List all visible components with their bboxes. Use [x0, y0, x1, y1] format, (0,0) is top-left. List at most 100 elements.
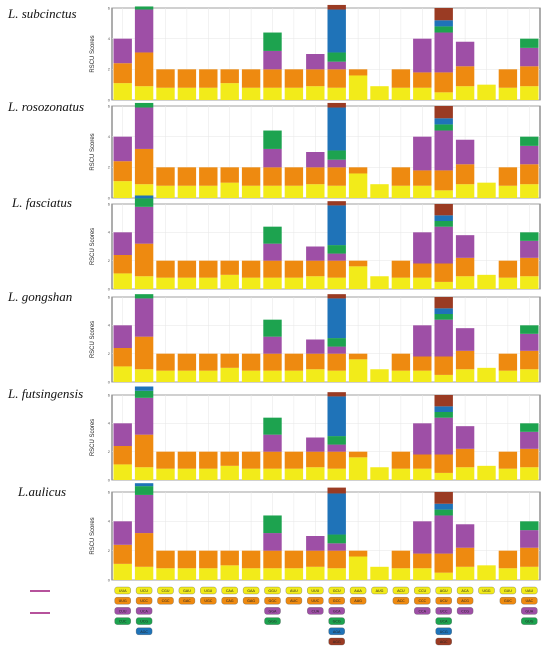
codon-legend-label: ACA [461, 589, 469, 593]
bar-segment [134, 6, 154, 10]
codon-legend-chip [221, 597, 238, 605]
bar-segment [434, 297, 453, 309]
codon-legend-chip [435, 617, 452, 625]
codon-legend-label: CCA [419, 609, 427, 613]
bar-segment [263, 568, 282, 580]
codon-legend-chip [307, 597, 324, 605]
bar-segment [455, 328, 475, 351]
bar-segment [520, 369, 539, 382]
bar-segment [455, 257, 475, 277]
bar-segment [370, 86, 389, 100]
bar-segment [348, 260, 368, 267]
bar-segment [113, 232, 132, 255]
codon-legend-chip [349, 597, 367, 605]
codon-legend-chip [435, 586, 452, 595]
bar-segment [306, 276, 325, 289]
bar-segment [434, 170, 453, 191]
bar-segment [327, 543, 346, 551]
bar-segment [284, 353, 304, 371]
y-tick-label: 0 [108, 379, 111, 384]
bar-segment [434, 72, 453, 93]
bar-segment [327, 444, 346, 452]
bar-segment [134, 397, 154, 435]
bar-segment [113, 273, 132, 289]
codon-legend-chip [456, 607, 474, 615]
bar-segment [134, 566, 154, 580]
bar-segment [177, 550, 197, 569]
bar-segment [327, 102, 346, 108]
y-axis-label: RSCU Scores [90, 35, 96, 72]
codon-legend-chip [414, 607, 431, 615]
bar-segment [263, 550, 282, 569]
codon-legend-label: AUC [290, 599, 298, 603]
codon-legend-chip [521, 607, 538, 615]
codon-legend-chip [456, 586, 474, 595]
bar-segment [263, 277, 282, 289]
codon-legend-label: GAU [183, 589, 191, 593]
bar-segment [156, 167, 175, 186]
bar-segment [327, 159, 346, 168]
codon-legend-label: GUC [504, 599, 512, 603]
bar-segment [199, 550, 218, 569]
bar-segment [520, 325, 539, 334]
bar-segment [241, 167, 261, 186]
bar-segment [156, 69, 175, 88]
codon-legend-chip [521, 597, 538, 605]
bar-segment [220, 274, 239, 289]
codon-legend-label: UCU [140, 589, 148, 593]
y-axis-label: RSCU Scores [90, 321, 96, 358]
codon-legend-label: GGU [268, 589, 277, 593]
panel-0: L. subcinctus 0 2 4 6 RSCU Scores [7, 4, 541, 102]
bar-segment [113, 521, 132, 545]
codon-legend-chip [114, 597, 131, 605]
bar-segment [477, 367, 496, 382]
bar-segment [177, 260, 197, 278]
bar-segment [370, 566, 389, 580]
codon-legend-chip [264, 597, 281, 605]
codon-legend-label: UCA [440, 620, 448, 624]
bar-segment [434, 26, 453, 33]
bar-segment [263, 69, 282, 88]
codon-legend-chip [135, 586, 153, 595]
bar-segment [134, 390, 154, 398]
codon-legend-chip [242, 586, 260, 595]
bar-segment [241, 568, 261, 580]
y-axis-label: RSCU Scores [90, 133, 96, 170]
bar-segment [263, 451, 282, 469]
bar-segment [220, 353, 239, 368]
y-tick-label: 6 [108, 5, 111, 10]
bar-segment [220, 83, 239, 100]
codon-legend-label: GCA [333, 609, 341, 613]
bar-segment [156, 260, 175, 278]
bar-segment [113, 366, 132, 382]
codon-legend-chip [435, 607, 452, 615]
panel-frame [111, 7, 541, 101]
bar-segment [284, 277, 304, 289]
bar-segment [263, 32, 282, 51]
bar-segment [434, 454, 453, 473]
bar-segment [284, 468, 304, 480]
bar-segment [263, 148, 282, 168]
codon-legend-chip [456, 597, 474, 605]
bar-segment [306, 353, 325, 370]
bar-segment [413, 38, 432, 73]
bar-segment [413, 454, 432, 469]
bar-segment [263, 319, 282, 337]
bar-segment [220, 550, 239, 566]
bar-segment [220, 565, 239, 580]
bar-segment [327, 245, 346, 254]
bar-segment [327, 150, 346, 160]
codon-legend-label: UAC [526, 599, 534, 603]
bar-segment [348, 451, 368, 458]
bar-segment [134, 195, 154, 199]
y-tick-label: 2 [108, 449, 111, 454]
bar-segment [413, 263, 432, 278]
bar-segment [284, 260, 304, 278]
bar-segment [498, 185, 518, 198]
bar-segment [241, 87, 261, 100]
bar-segment [134, 184, 154, 198]
bar-segment [284, 451, 304, 469]
codon-legend-label: CCU [418, 589, 426, 593]
bar-segment [434, 417, 453, 455]
